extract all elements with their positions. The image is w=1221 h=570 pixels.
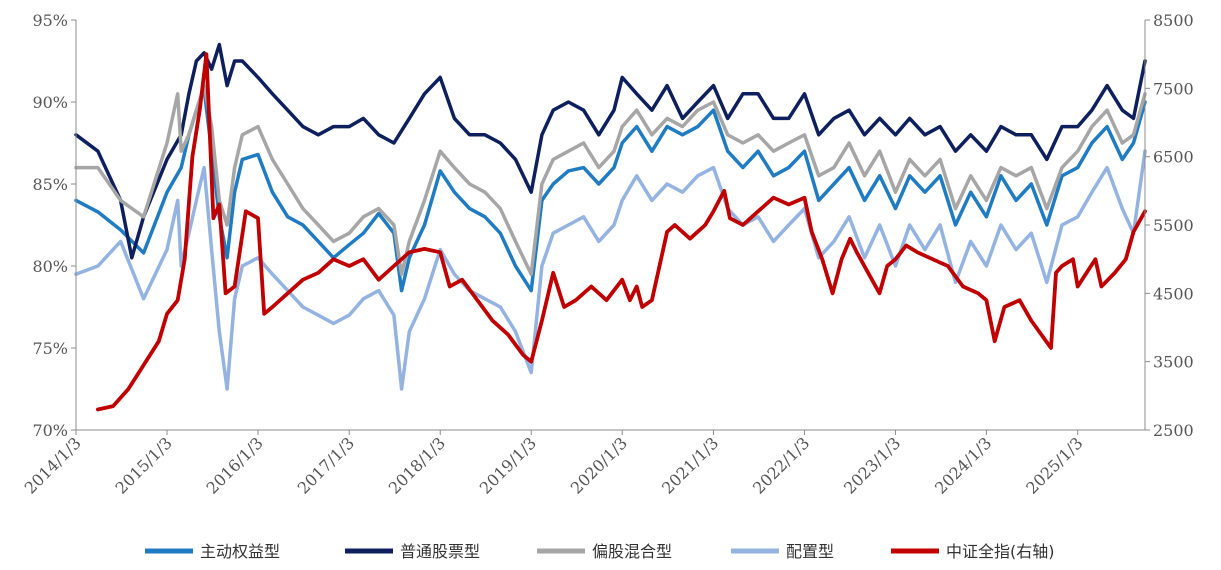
x-tick-label: 2022/1/3: [749, 433, 813, 497]
series-line-4: [74, 149, 1147, 391]
x-tick-label: 2014/1/3: [21, 433, 85, 497]
legend-label: 主动权益型: [200, 542, 280, 561]
left-y-tick-label: 95%: [32, 11, 68, 30]
right-y-tick-label: 7500: [1153, 79, 1194, 98]
right-y-tick-label: 6500: [1153, 148, 1194, 167]
ticks-layer: 70% 75% 80% 85% 90% 95% 2500 3500 4500 5500 6500 75…: [21, 11, 1194, 498]
x-tick-label: 2020/1/3: [567, 433, 631, 497]
left-y-tick-label: 70%: [32, 421, 68, 440]
x-tick-label: 2019/1/3: [476, 433, 540, 497]
x-tick-label: 2018/1/3: [385, 433, 449, 497]
axes-layer: [75, 20, 1146, 431]
x-tick-label: 2021/1/3: [658, 433, 722, 497]
series-line-1: [74, 87, 1147, 293]
x-tick-label: 2023/1/3: [840, 433, 904, 497]
right-y-tick-label: 5500: [1153, 216, 1194, 235]
legend-label: 中证全指(右轴): [946, 542, 1055, 561]
x-tick-label: 2024/1/3: [931, 433, 995, 497]
legend-label: 偏股混合型: [592, 542, 672, 561]
legend-label: 配置型: [786, 542, 834, 561]
left-y-tick-label: 75%: [32, 339, 68, 358]
left-y-tick-label: 85%: [32, 175, 68, 194]
x-tick-label: 2025/1/3: [1022, 433, 1086, 497]
x-tick-label: 2016/1/3: [203, 433, 267, 497]
x-tick-label: 2017/1/3: [294, 433, 358, 497]
legend-label: 普通股票型: [400, 542, 480, 561]
x-tick-label: 2015/1/3: [112, 433, 176, 497]
right-y-tick-label: 8500: [1153, 11, 1194, 30]
series-line-3: [74, 83, 1147, 276]
right-y-tick-label: 4500: [1153, 284, 1194, 303]
right-y-tick-label: 2500: [1153, 421, 1194, 440]
series-line-2: [74, 42, 1147, 260]
series-layer: [74, 42, 1147, 412]
left-y-tick-label: 90%: [32, 93, 68, 112]
series-line-5: [96, 52, 1147, 412]
left-y-tick-label: 80%: [32, 257, 68, 276]
legend: 主动权益型 普通股票型 偏股混合型 配置型 中证全指(右轴): [145, 542, 1055, 561]
right-y-tick-label: 3500: [1153, 353, 1194, 372]
